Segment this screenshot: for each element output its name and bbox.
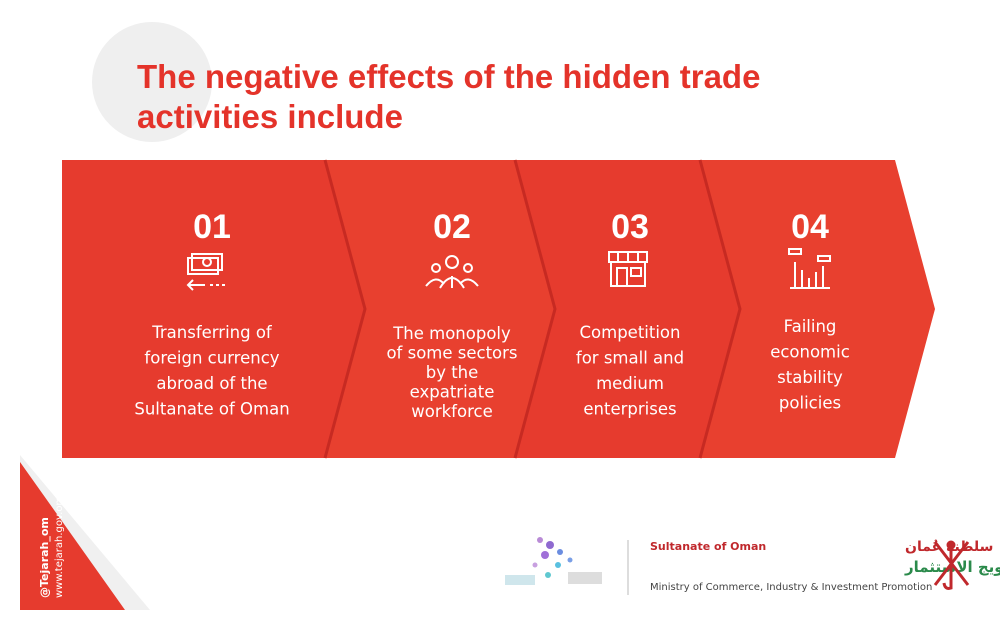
chevron-edge bbox=[323, 159, 367, 459]
country-en: Sultanate of Oman bbox=[650, 540, 766, 553]
decor-circle bbox=[92, 22, 212, 142]
step-text: Sultanate of Oman bbox=[134, 400, 289, 419]
ministry-en: Ministry of Commerce, Industry & Investm… bbox=[650, 582, 932, 593]
step-text: enterprises bbox=[583, 400, 676, 419]
chevron bbox=[700, 160, 935, 458]
step-text: for small and bbox=[576, 349, 684, 368]
emblem bbox=[933, 540, 970, 590]
step-number: 04 bbox=[791, 208, 829, 246]
chevron bbox=[325, 160, 555, 458]
social-handle: @Tejarah_om bbox=[38, 517, 51, 598]
step-text: of some sectors bbox=[386, 344, 517, 363]
chevron-band bbox=[62, 159, 935, 459]
step-text: stability bbox=[777, 368, 843, 387]
step-text: Failing bbox=[784, 317, 837, 336]
step-text: The monopoly bbox=[392, 324, 511, 343]
icon-shop bbox=[608, 251, 648, 287]
icon-money bbox=[186, 253, 228, 291]
step-number: 02 bbox=[433, 208, 471, 246]
step-text: Transferring of bbox=[151, 323, 273, 342]
icon-chart bbox=[788, 248, 831, 289]
step-text: medium bbox=[596, 374, 664, 393]
steps: 01 Transferring of foreign currency abroad … bbox=[134, 208, 849, 421]
step-text: policies bbox=[779, 394, 841, 413]
chevron bbox=[62, 160, 365, 458]
icon-people bbox=[425, 255, 479, 289]
title-line: activities include bbox=[137, 98, 403, 135]
chevron-edge bbox=[698, 159, 742, 459]
step-text: Competition bbox=[580, 323, 681, 342]
step-text: abroad of the bbox=[156, 374, 267, 393]
step-number: 01 bbox=[193, 208, 231, 246]
step-text: expatriate bbox=[410, 383, 495, 402]
step-text: foreign currency bbox=[144, 349, 279, 368]
vision-logo bbox=[505, 537, 602, 585]
step-number: 03 bbox=[611, 208, 649, 246]
step-text: by the bbox=[426, 363, 479, 382]
website: www.tejarah.gov.om bbox=[54, 496, 65, 598]
step-text: economic bbox=[770, 343, 850, 362]
step-text: workforce bbox=[411, 402, 492, 421]
title-line: The negative effects of the hidden trade bbox=[137, 58, 760, 95]
chevron-edge bbox=[513, 159, 557, 459]
decor-triangle bbox=[20, 462, 125, 610]
chevron bbox=[515, 160, 740, 458]
